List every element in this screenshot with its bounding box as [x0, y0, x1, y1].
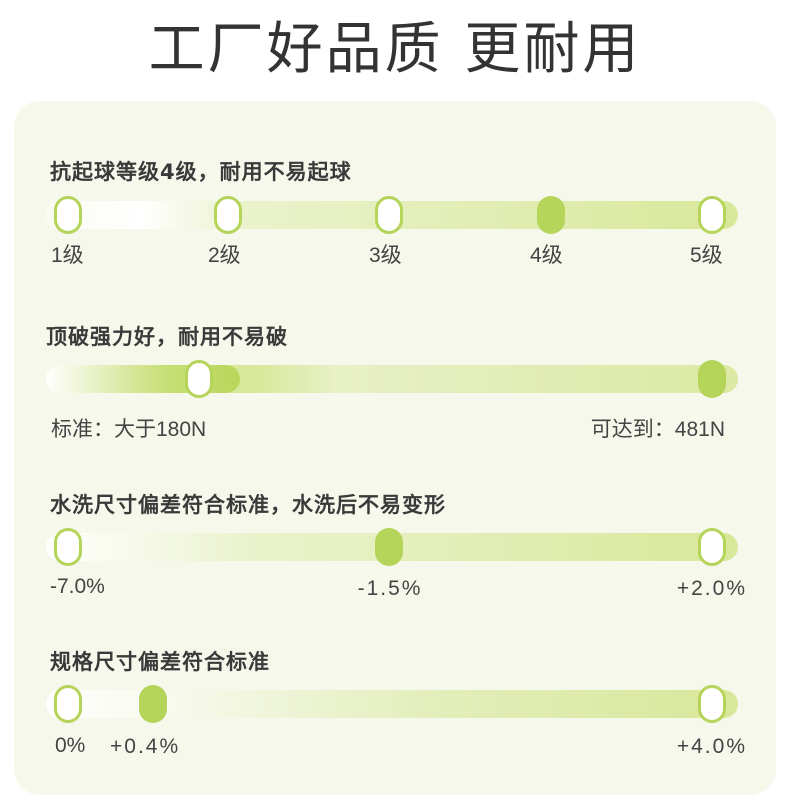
pilling-label-5: 5级	[690, 244, 723, 267]
pilling-marker-1	[54, 196, 82, 234]
pilling-label-3: 3级	[369, 244, 402, 267]
size-marker-current	[139, 685, 167, 723]
pilling-marker-4-current	[537, 196, 565, 234]
size-heading: 规格尺寸偏差符合标准	[50, 650, 270, 674]
pilling-marker-5	[698, 196, 726, 234]
size-label-current: +0.4%	[110, 735, 181, 758]
wash-label-current: -1.5%	[357, 577, 423, 600]
pilling-label-1: 1级	[51, 244, 84, 267]
wash-marker-max	[698, 528, 726, 566]
wash-marker-min	[54, 528, 82, 566]
pilling-marker-2	[214, 196, 242, 234]
wash-label-max: +2.0%	[676, 577, 747, 600]
burst-heading: 顶破强力好，耐用不易破	[46, 325, 288, 349]
burst-achieved-label: 可达到：481N	[590, 418, 725, 441]
pilling-label-4: 4级	[530, 244, 563, 267]
size-label-max: +4.0%	[676, 735, 747, 758]
size-marker-max	[698, 685, 726, 723]
wash-label-min: -7.0%	[50, 575, 105, 598]
size-marker-min	[54, 685, 82, 723]
pilling-label-2: 2级	[208, 244, 241, 267]
burst-achieved-marker	[698, 360, 726, 398]
burst-standard-marker	[185, 360, 213, 398]
wash-marker-current	[375, 528, 403, 566]
wash-heading: 水洗尺寸偏差符合标准，水洗后不易变形	[50, 493, 446, 517]
burst-standard-label: 标准：大于180N	[51, 418, 207, 441]
size-label-min: 0%	[55, 734, 86, 757]
pilling-heading: 抗起球等级4级，耐用不易起球	[50, 160, 352, 184]
pilling-marker-3	[375, 196, 403, 234]
page-title: 工厂好品质 更耐用	[148, 17, 642, 82]
